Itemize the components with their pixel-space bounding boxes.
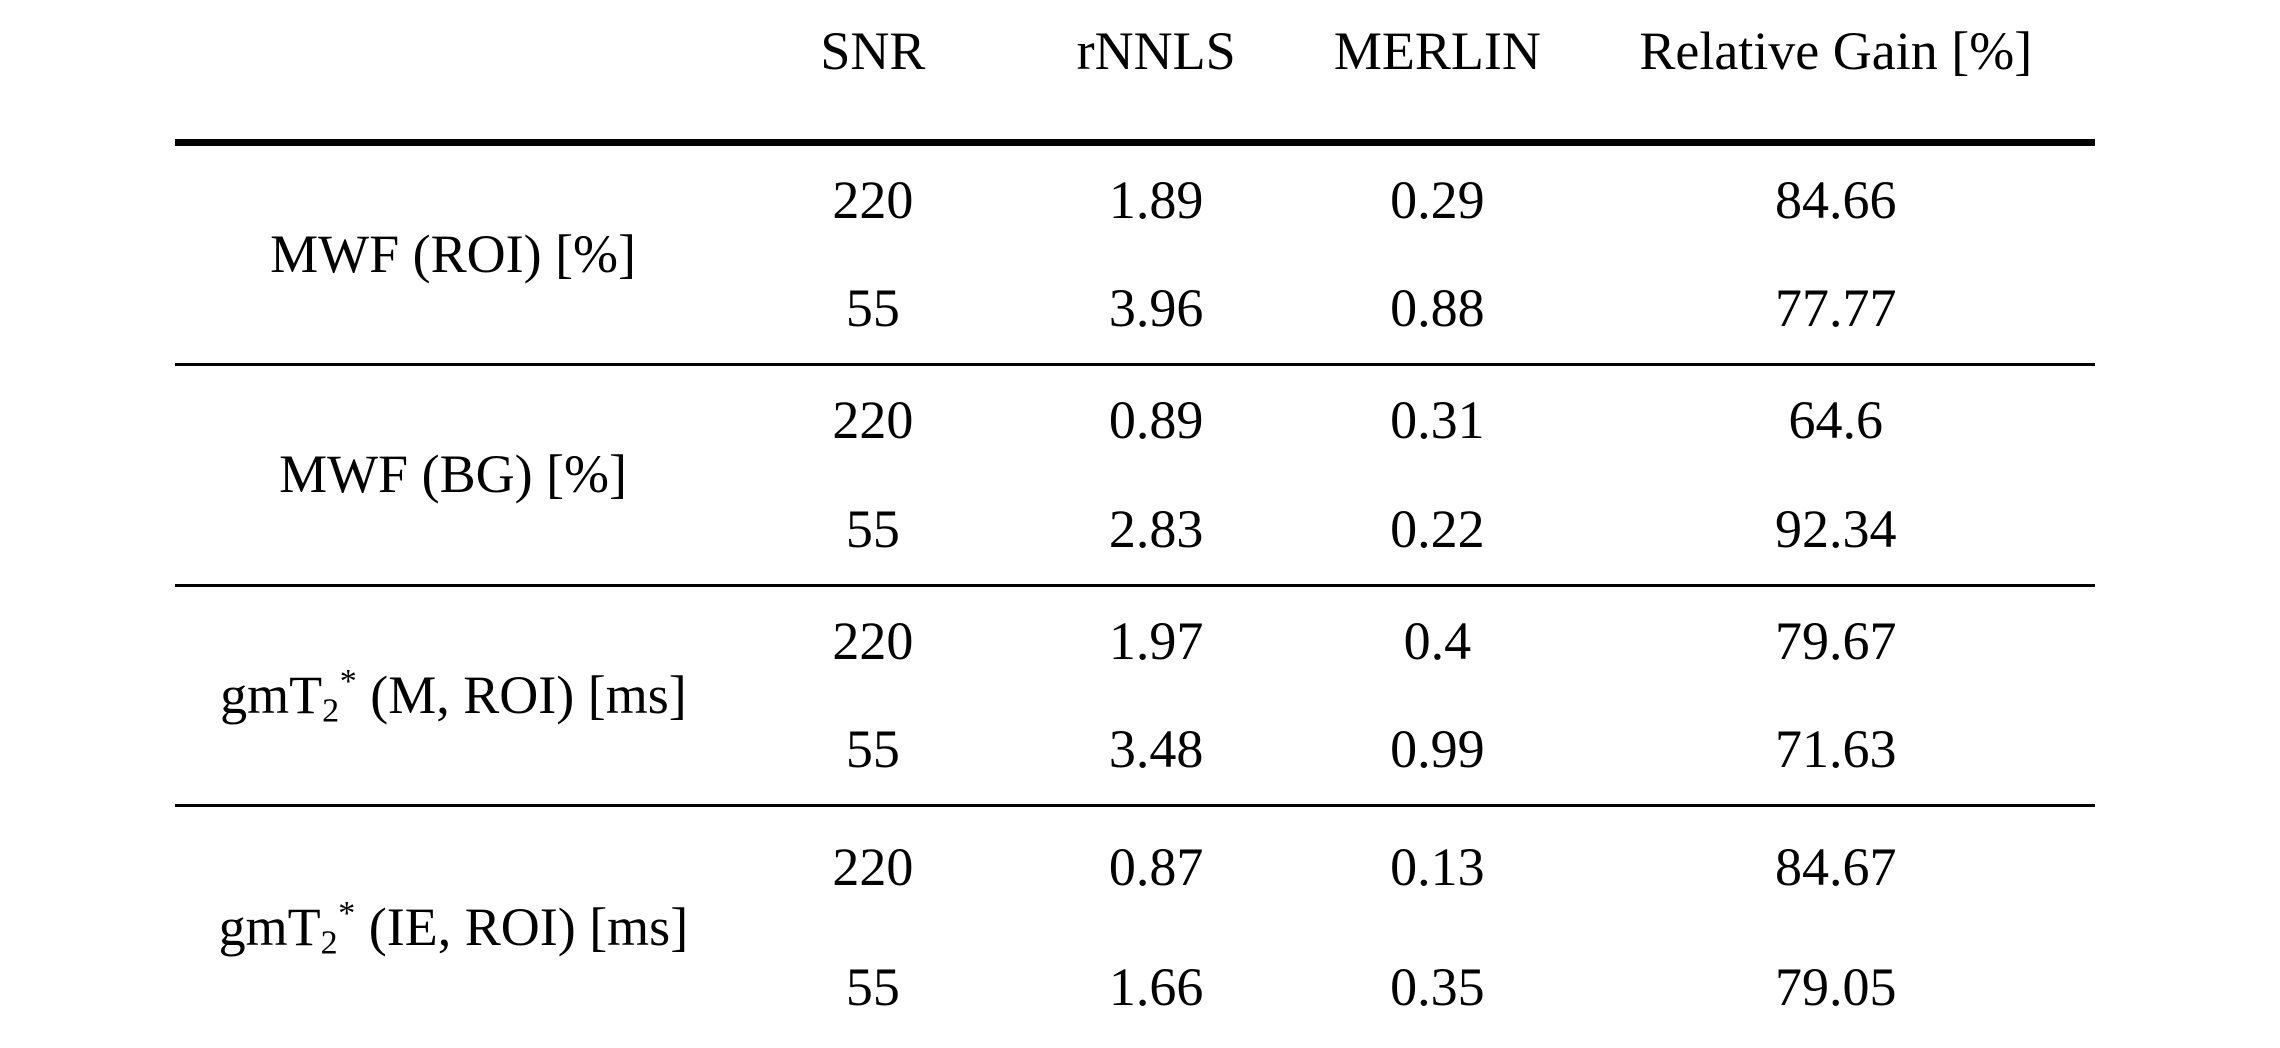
cell-rnnls: 2.83 (1108, 498, 1204, 559)
label-suffix: (IE, ROI) [ms] (355, 896, 689, 957)
cell-rnnls: 3.48 (1108, 719, 1204, 780)
cell-rnnls: 1.97 (1108, 610, 1204, 671)
row-group-label-text: gmT2* (M, ROI) [ms] (220, 663, 687, 728)
cell-snr: 55 (845, 719, 900, 780)
row-group-label: MWF (BG) [%] (175, 366, 732, 584)
cell-rnnls: 0.89 (1108, 389, 1204, 450)
label-prefix: MWF (ROI) [%] (270, 223, 637, 284)
row-group-label-text: MWF (BG) [%] (279, 445, 628, 504)
cell-snr: 55 (845, 278, 900, 339)
cell-relative-gain: 79.05 (1775, 957, 1897, 1018)
cell-snr: 55 (845, 957, 900, 1018)
row-group-label: gmT2* (M, ROI) [ms] (175, 587, 732, 804)
cell-merlin: 0.13 (1390, 836, 1485, 897)
label-subscript: 2 (320, 924, 338, 962)
row-group-label-text: MWF (ROI) [%] (270, 223, 637, 284)
column-header-relative-gain: Relative Gain [%] (1639, 21, 2033, 81)
cell-relative-gain: 84.67 (1775, 836, 1897, 897)
label-subscript: 2 (322, 692, 340, 730)
label-suffix: (M, ROI) [ms] (356, 664, 687, 725)
cell-snr: 220 (832, 389, 914, 450)
column-header-merlin: MERLIN (1333, 21, 1541, 81)
column-header-rowlabel (175, 0, 732, 139)
cell-relative-gain: 92.34 (1775, 498, 1897, 559)
cell-relative-gain: 84.66 (1775, 169, 1897, 230)
row-group-mwf-roi: MWF (ROI) [%] 220 1.89 0.29 84.66 55 3.9… (175, 146, 2095, 366)
row-group-label-text: gmT2* (IE, ROI) [ms] (218, 895, 689, 960)
cell-snr: 220 (832, 836, 914, 897)
column-header-snr: SNR (820, 21, 926, 81)
cell-relative-gain: 77.77 (1775, 278, 1897, 339)
cell-snr: 55 (845, 498, 900, 559)
cell-merlin: 0.22 (1390, 498, 1485, 559)
cell-merlin: 0.99 (1390, 719, 1485, 780)
cell-rnnls: 1.89 (1108, 169, 1204, 230)
cell-merlin: 0.35 (1390, 957, 1485, 1018)
cell-merlin: 0.88 (1390, 278, 1485, 339)
row-group-mwf-bg: MWF (BG) [%] 220 0.89 0.31 64.6 55 2.83 … (175, 366, 2095, 587)
row-group-label: gmT2* (IE, ROI) [ms] (175, 807, 732, 1048)
row-group-gmt2-ie-roi: gmT2* (IE, ROI) [ms] 220 0.87 0.13 84.67… (175, 807, 2095, 1048)
cell-snr: 220 (832, 610, 914, 671)
cell-snr: 220 (832, 169, 914, 230)
cell-relative-gain: 64.6 (1788, 389, 1884, 450)
cell-merlin: 0.4 (1403, 610, 1472, 671)
cell-rnnls: 1.66 (1108, 957, 1204, 1018)
cell-relative-gain: 71.63 (1775, 719, 1897, 780)
column-header-rnnls: rNNLS (1076, 21, 1236, 81)
cell-rnnls: 3.96 (1108, 278, 1204, 339)
cell-merlin: 0.29 (1390, 169, 1485, 230)
label-superscript: * (339, 663, 357, 701)
label-superscript: * (338, 895, 356, 933)
label-prefix: MWF (BG) [%] (279, 444, 628, 505)
results-table: SNR rNNLS MERLIN Relative Gain [%] MWF (… (175, 0, 2095, 1048)
row-group-gmt2-m-roi: gmT2* (M, ROI) [ms] 220 1.97 0.4 79.67 5… (175, 587, 2095, 807)
table-header-row: SNR rNNLS MERLIN Relative Gain [%] (175, 0, 2095, 146)
cell-merlin: 0.31 (1390, 389, 1485, 450)
cell-relative-gain: 79.67 (1775, 610, 1897, 671)
cell-rnnls: 0.87 (1108, 836, 1204, 897)
label-prefix: gmT (220, 664, 323, 725)
label-prefix: gmT (218, 896, 321, 957)
row-group-label: MWF (ROI) [%] (175, 146, 732, 363)
